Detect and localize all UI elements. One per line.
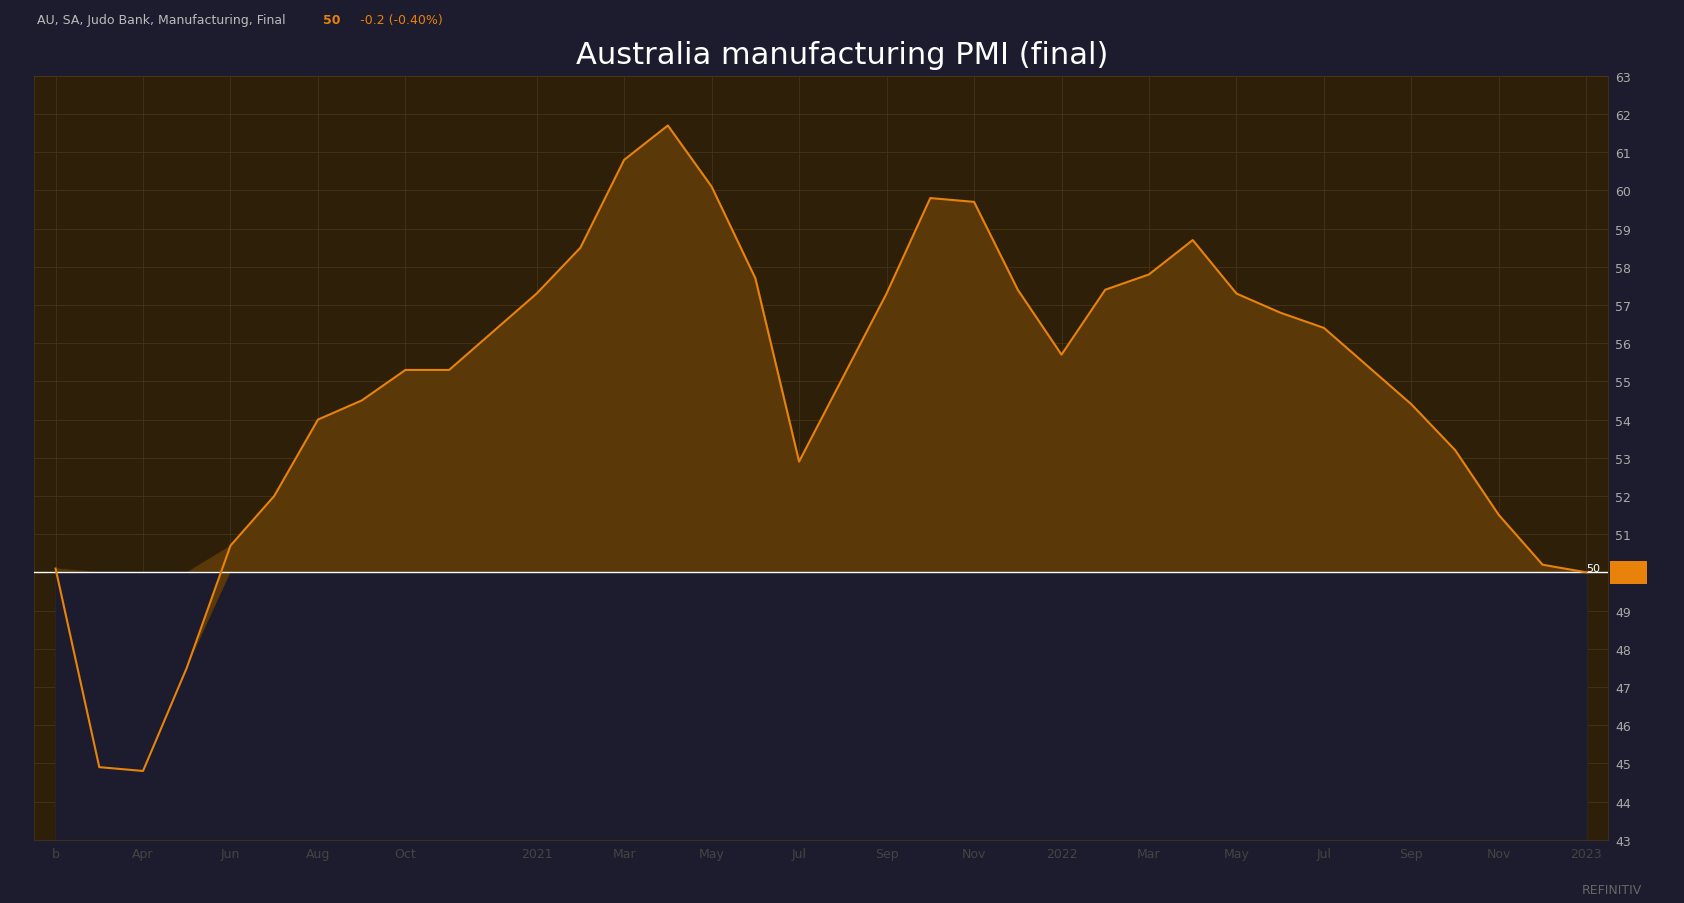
Text: 50: 50 xyxy=(1620,568,1637,578)
Text: -0.2 (-0.40%): -0.2 (-0.40%) xyxy=(354,14,443,26)
Text: AU, SA, Judo Bank, Manufacturing, Final: AU, SA, Judo Bank, Manufacturing, Final xyxy=(37,14,291,26)
Text: 50: 50 xyxy=(1586,563,1600,573)
Text: 50: 50 xyxy=(323,14,340,26)
Text: REFINITIV: REFINITIV xyxy=(1581,883,1642,896)
Text: Australia manufacturing PMI (final): Australia manufacturing PMI (final) xyxy=(576,41,1108,70)
